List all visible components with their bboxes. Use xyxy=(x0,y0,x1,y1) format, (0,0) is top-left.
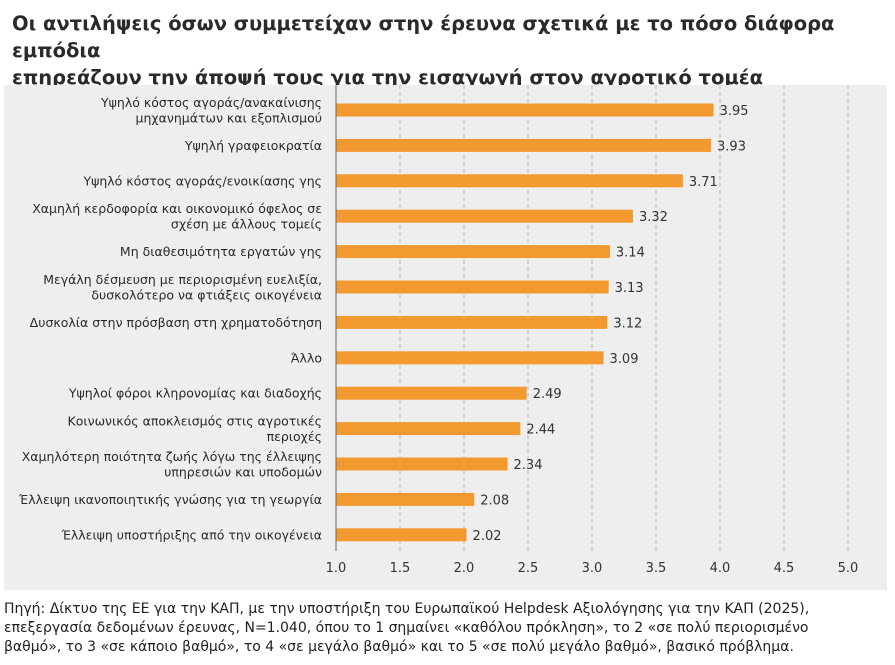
bar-value-label: 3.14 xyxy=(616,246,645,261)
x-tick-label: 4.0 xyxy=(710,561,731,576)
bar xyxy=(336,174,683,188)
bar xyxy=(336,245,610,259)
bar-value-label: 3.71 xyxy=(689,175,718,190)
bar-value-label: 2.34 xyxy=(514,458,543,473)
chart-panel: 3.95 Υψηλό κόστος αγοράς/ανακαίνισης μηχαν… xyxy=(4,85,887,590)
source-line-1: Πηγή: Δίκτυο της ΕΕ για την ΚΑΠ, με την … xyxy=(4,601,810,617)
x-tick-label: 2.5 xyxy=(518,561,539,576)
category-label: Υψηλοί φόροι κληρονομίας και διαδοχής xyxy=(68,386,322,401)
category-label: Κοινωνικός αποκλεισμός στις αγροτικές xyxy=(68,413,322,428)
x-tick-label: 2.0 xyxy=(454,561,475,576)
bar-value-label: 3.93 xyxy=(717,139,746,154)
category-label: Χαμηλή κερδοφορία και οικονομικό όφελος … xyxy=(32,201,322,216)
bar xyxy=(336,315,608,329)
bar-value-label: 3.95 xyxy=(720,104,749,119)
bar-value-label: 3.13 xyxy=(615,281,644,296)
bar xyxy=(336,492,475,506)
source-line-3: βαθμό», το 3 «σε κάποιο βαθμό», το 4 «σε… xyxy=(4,639,794,655)
bar xyxy=(336,351,604,365)
bar-value-label: 2.02 xyxy=(473,529,502,544)
bar xyxy=(336,457,508,471)
category-label: Μεγάλη δέσμευση με περιορισμένη ευελιξία… xyxy=(43,272,322,287)
bar xyxy=(336,280,609,294)
bar xyxy=(336,386,527,400)
category-label: Χαμηλότερη ποιότητα ζωής λόγω της έλλειψ… xyxy=(22,449,322,464)
category-label: Άλλο xyxy=(291,350,322,365)
bar-chart: 3.95 Υψηλό κόστος αγοράς/ανακαίνισηςμηχαν… xyxy=(18,85,859,576)
bar xyxy=(336,528,467,542)
chart-title: Οι αντιλήψεις όσων συμμετείχαν στην έρευ… xyxy=(12,10,887,91)
x-tick-label: 1.5 xyxy=(390,561,411,576)
x-tick-label: 5.0 xyxy=(838,561,859,576)
category-label: Δυσκολία στην πρόσβαση στη χρηματοδότηση xyxy=(30,315,322,330)
bar xyxy=(336,103,714,117)
bar xyxy=(336,138,712,152)
bar xyxy=(336,209,633,223)
bar-value-label: 3.12 xyxy=(613,316,642,331)
title-line-1: Οι αντιλήψεις όσων συμμετείχαν στην έρευ… xyxy=(12,12,835,62)
x-tick-label: 1.0 xyxy=(326,561,347,576)
title-line-2: επηρεάζουν την άποψή τους για την εισαγω… xyxy=(12,66,763,89)
category-label: Υψηλό κόστος αγοράς/ανακαίνισης xyxy=(100,95,322,110)
category-label: Έλλειψη ικανοποιητικής γνώσης για τη γεω… xyxy=(18,492,322,507)
category-label: Υψηλό κόστος αγοράς/ενοικίασης γης xyxy=(82,173,322,188)
x-tick-label: 3.0 xyxy=(582,561,603,576)
category-label: μηχανημάτων και εξοπλισμού xyxy=(136,110,322,125)
bar-value-label: 2.44 xyxy=(526,423,555,438)
category-label: δυσκολότερο να φτιάξεις οικογένεια xyxy=(91,287,322,302)
category-label: Έλλειψη υποστήριξης από την οικογένεια xyxy=(61,527,322,542)
bar-value-label: 3.09 xyxy=(610,352,639,367)
source-note: Πηγή: Δίκτυο της ΕΕ για την ΚΑΠ, με την … xyxy=(4,600,889,657)
category-label: Μη διαθεσιμότητα εργατών γης xyxy=(120,244,322,259)
bar xyxy=(336,422,521,436)
bar-value-label: 2.49 xyxy=(533,387,562,402)
x-tick-label: 4.5 xyxy=(774,561,795,576)
category-label: Υψηλή γραφειοκρατία xyxy=(184,138,322,153)
source-line-2: επεξεργασία δεδομένων έρευνας, N=1.040, … xyxy=(4,620,809,636)
category-label: υπηρεσιών και υποδομών xyxy=(164,464,322,479)
bar-value-label: 3.32 xyxy=(639,210,668,225)
x-tick-label: 3.5 xyxy=(646,561,667,576)
category-label: σχέση με άλλους τομείς xyxy=(171,216,322,231)
category-label: περιοχές xyxy=(267,429,322,444)
bar-value-label: 2.08 xyxy=(480,493,509,508)
